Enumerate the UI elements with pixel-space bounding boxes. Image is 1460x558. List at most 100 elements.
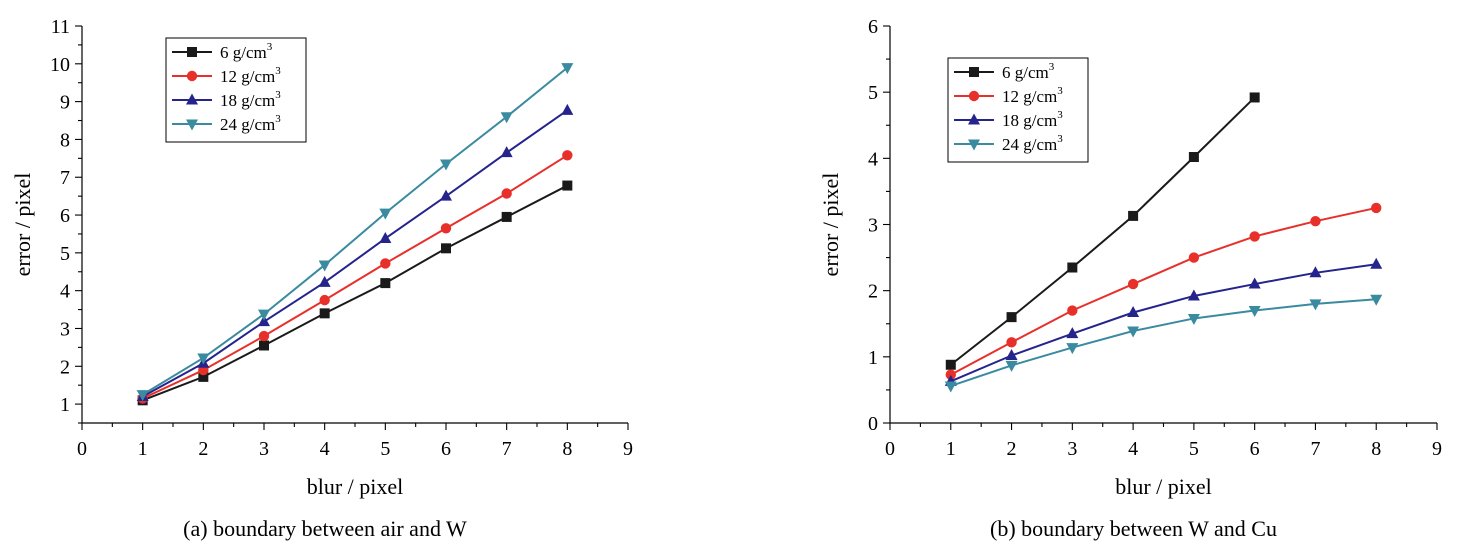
data-point	[319, 294, 330, 306]
legend-marker	[969, 67, 979, 77]
data-point	[1310, 215, 1321, 227]
y-tick-label: 3	[868, 215, 878, 237]
x-tick-label: 0	[885, 438, 895, 460]
y-tick-label: 2	[60, 356, 70, 378]
data-point	[501, 188, 512, 199]
data-point	[197, 353, 210, 365]
panel-caption: (b) boundary between W and Cu	[990, 516, 1277, 541]
chart-panel-b: 0 1 2 3 4 5 6 7 8 9 0 1 2 3 4 5 6 blur / pixel error / pix…	[818, 16, 1442, 541]
data-point	[319, 308, 330, 319]
data-point	[562, 180, 573, 191]
series-4	[944, 294, 1383, 393]
x-tick-label: 4	[320, 438, 330, 460]
data-point	[1066, 343, 1079, 355]
data-point	[259, 340, 269, 351]
x-axis-title: blur / pixel	[307, 474, 404, 499]
data-point	[1370, 257, 1383, 269]
y-tick-label: 1	[868, 347, 878, 369]
data-point	[1309, 266, 1322, 278]
data-point	[1006, 337, 1017, 348]
data-point	[500, 146, 513, 158]
legend-marker	[968, 90, 980, 102]
legend-marker	[186, 93, 198, 105]
data-point	[380, 278, 391, 289]
series-1	[945, 92, 1260, 370]
legend-label: 6 g/cm3	[220, 41, 273, 62]
series-line	[142, 154, 568, 400]
data-point	[1067, 262, 1078, 273]
data-point	[379, 231, 392, 243]
legend-marker	[968, 139, 980, 151]
data-point	[1188, 252, 1200, 263]
x-tick-label: 3	[259, 438, 269, 460]
data-point	[380, 258, 391, 269]
x-tick-label: 5	[380, 438, 390, 460]
legend-label-superscript: 3	[267, 41, 273, 53]
series-2	[945, 202, 1382, 380]
legend-label-superscript: 3	[1057, 133, 1063, 145]
x-tick-label: 5	[1189, 438, 1199, 460]
legend-marker	[968, 113, 980, 125]
y-tick-label: 7	[60, 167, 70, 189]
data-point	[1127, 326, 1140, 338]
series-line	[950, 206, 1377, 376]
legend-label-superscript: 3	[1057, 85, 1063, 97]
data-point	[561, 103, 574, 115]
y-tick-label: 1	[60, 394, 70, 416]
x-tick-label: 3	[1067, 438, 1077, 460]
legend-label-text: 12 g/cm	[1002, 87, 1057, 106]
legend-label-superscript: 3	[1049, 61, 1055, 73]
y-tick-label: 3	[60, 318, 70, 340]
series-line	[142, 184, 568, 402]
data-point	[1248, 277, 1261, 289]
data-point	[1128, 210, 1139, 221]
x-tick-label: 2	[1007, 438, 1017, 460]
x-tick-label: 8	[1371, 438, 1381, 460]
data-point	[1309, 299, 1322, 311]
x-tick-label: 9	[623, 438, 633, 460]
legend-label: 18 g/cm3	[1002, 109, 1063, 130]
data-point	[258, 330, 270, 342]
data-point	[318, 260, 331, 272]
data-point	[1066, 327, 1079, 339]
y-tick-label: 0	[868, 413, 878, 435]
y-tick-label: 5	[60, 243, 70, 265]
data-point	[1006, 312, 1017, 323]
legend-label-text: 24 g/cm	[220, 115, 275, 134]
legend-label-text: 6 g/cm	[1002, 63, 1049, 82]
series-line	[950, 263, 1377, 383]
legend-label-superscript: 3	[275, 89, 281, 101]
legend-label-superscript: 3	[275, 113, 281, 125]
data-point	[1127, 306, 1140, 318]
y-tick-label: 6	[868, 16, 878, 38]
legend-label-superscript: 3	[275, 65, 281, 77]
y-tick-label: 2	[868, 281, 878, 303]
legend-label-text: 6 g/cm	[220, 43, 267, 62]
legend-marker	[186, 119, 198, 131]
data-point	[440, 223, 452, 234]
x-axis-title: blur / pixel	[1115, 474, 1212, 499]
series-4	[136, 63, 574, 402]
data-point	[1005, 360, 1018, 372]
data-point	[562, 150, 573, 161]
data-point	[258, 315, 270, 327]
legend-label: 24 g/cm3	[220, 113, 281, 134]
legend-marker	[186, 70, 198, 82]
x-tick-label: 0	[77, 438, 87, 460]
y-tick-label: 10	[50, 54, 70, 76]
legend-label-text: 24 g/cm	[1002, 135, 1057, 154]
x-tick-label: 6	[441, 438, 451, 460]
data-point	[1067, 305, 1078, 316]
legend-label: 12 g/cm3	[220, 65, 281, 86]
panel-caption: (a) boundary between air and W	[183, 516, 467, 541]
y-tick-label: 9	[60, 92, 70, 114]
legend-label: 24 g/cm3	[1002, 133, 1063, 154]
legend-label: 12 g/cm3	[1002, 85, 1063, 106]
x-tick-label: 7	[1310, 438, 1320, 460]
data-point	[379, 208, 392, 220]
data-point	[1249, 231, 1260, 242]
data-point	[944, 381, 957, 393]
